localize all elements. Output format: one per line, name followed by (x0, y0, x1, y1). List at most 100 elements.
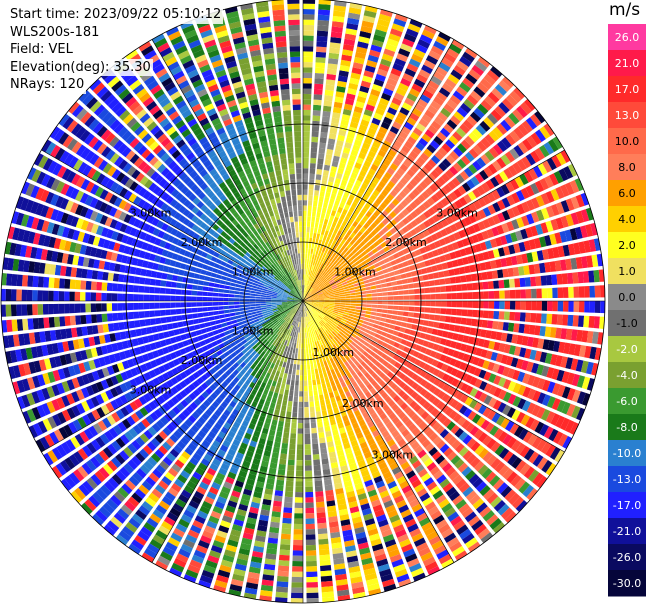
velocity-gate (410, 53, 424, 64)
velocity-gate (348, 218, 355, 225)
velocity-gate (568, 343, 576, 356)
velocity-gate (406, 222, 414, 231)
velocity-gate (508, 492, 521, 506)
velocity-gate (440, 301, 447, 307)
velocity-gate (472, 477, 484, 489)
velocity-gate (441, 158, 452, 168)
velocity-gate (326, 276, 332, 281)
velocity-gate (561, 386, 571, 399)
velocity-gate (235, 314, 242, 319)
velocity-gate (205, 326, 213, 333)
velocity-gate (318, 239, 322, 246)
velocity-gate (394, 13, 408, 23)
velocity-gate (308, 298, 314, 301)
velocity-gate (424, 287, 431, 294)
velocity-gate (498, 447, 510, 460)
velocity-gate (525, 301, 532, 311)
velocity-gate (458, 431, 469, 442)
velocity-gate (519, 312, 526, 322)
velocity-gate (467, 292, 473, 300)
velocity-gate (315, 62, 326, 69)
velocity-gate (536, 301, 542, 311)
velocity-gate (328, 327, 334, 333)
velocity-gate (325, 84, 335, 91)
velocity-gate (497, 321, 504, 331)
velocity-gate (422, 320, 429, 326)
velocity-gate (483, 383, 493, 393)
velocity-gate (532, 472, 544, 486)
velocity-gate (328, 391, 335, 399)
velocity-gate (336, 316, 342, 320)
velocity-gate (303, 168, 309, 174)
velocity-gate (292, 560, 303, 567)
velocity-gate (305, 292, 310, 297)
velocity-gate (368, 168, 376, 176)
velocity-gate (321, 319, 326, 325)
velocity-gate (334, 234, 340, 241)
velocity-gate (299, 385, 303, 392)
velocity-gate (341, 318, 347, 323)
velocity-gate (359, 269, 366, 275)
velocity-gate (307, 264, 311, 270)
velocity-gate (304, 396, 309, 402)
velocity-gate (478, 392, 488, 403)
velocity-gate (305, 332, 307, 339)
velocity-gate (275, 591, 288, 598)
velocity-gate (326, 313, 332, 317)
velocity-gate (323, 295, 330, 298)
velocity-gate (390, 382, 398, 391)
velocity-gate (307, 294, 312, 298)
velocity-gate (530, 276, 537, 287)
velocity-gate (476, 82, 489, 94)
velocity-gate (398, 424, 407, 434)
velocity-gate (397, 411, 407, 420)
velocity-gate (317, 228, 322, 235)
velocity-gate (444, 277, 451, 285)
velocity-gate (189, 325, 196, 332)
velocity-gate (377, 304, 383, 309)
velocity-gate (409, 356, 417, 364)
velocity-gate (295, 380, 299, 386)
velocity-gate (344, 274, 351, 279)
velocity-gate (300, 369, 303, 376)
velocity-gate (329, 263, 335, 270)
velocity-gate (318, 432, 325, 439)
velocity-gate (359, 233, 367, 241)
velocity-gate (326, 403, 332, 410)
velocity-gate (456, 284, 462, 292)
velocity-gate (343, 324, 349, 330)
velocity-gate (582, 271, 590, 283)
velocity-gate (288, 368, 293, 375)
velocity-gate (455, 276, 462, 284)
velocity-gate (383, 246, 390, 253)
velocity-gate (272, 446, 280, 454)
velocity-gate (307, 280, 311, 287)
velocity-gate (571, 373, 580, 387)
velocity-gate (478, 209, 487, 219)
velocity-gate (327, 269, 333, 275)
velocity-gate (304, 454, 312, 461)
velocity-gate (331, 26, 343, 34)
velocity-gate (360, 147, 369, 155)
velocity-gate (434, 336, 442, 344)
velocity-gate (312, 283, 317, 289)
velocity-gate (508, 112, 520, 125)
velocity-gate (326, 321, 332, 326)
velocity-gate (334, 253, 340, 260)
velocity-gate (359, 354, 367, 361)
velocity-gate (317, 528, 328, 535)
velocity-gate (314, 78, 324, 85)
velocity-gate (317, 267, 322, 274)
velocity-gate (307, 205, 312, 212)
velocity-gate (373, 210, 381, 218)
velocity-gate (327, 319, 334, 325)
velocity-gate (283, 394, 289, 401)
velocity-gate (497, 431, 508, 443)
velocity-gate (447, 436, 457, 446)
velocity-gate (473, 200, 482, 210)
velocity-gate (353, 106, 364, 114)
velocity-gate (344, 307, 351, 311)
velocity-gate (342, 44, 355, 52)
velocity-gate (455, 370, 464, 379)
velocity-gate (346, 93, 356, 101)
